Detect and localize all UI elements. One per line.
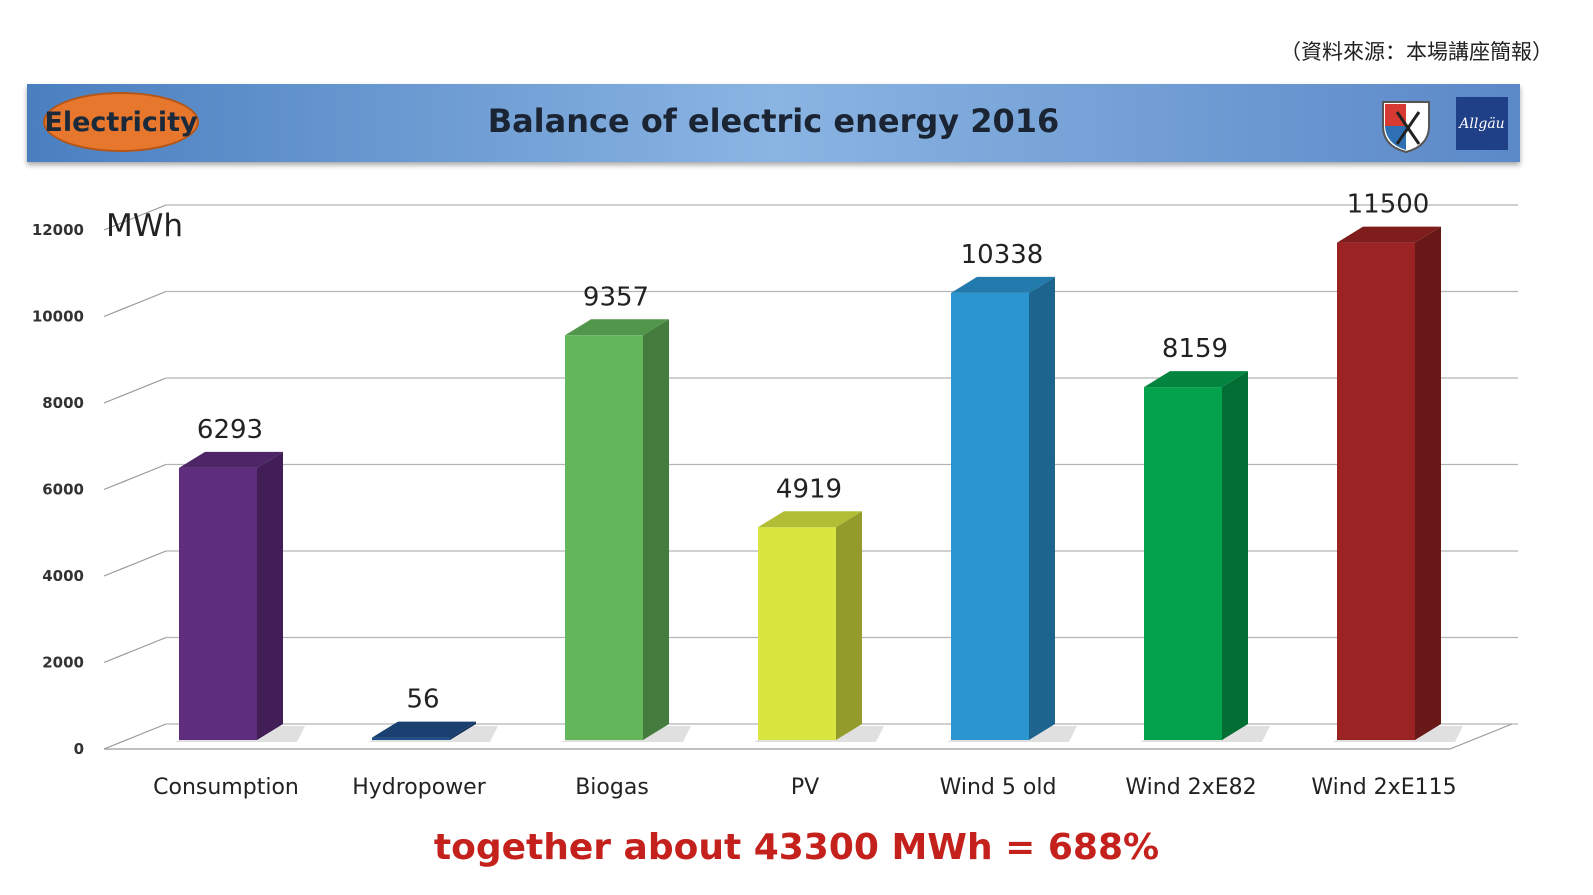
x-tick-label: Wind 2xE82	[1125, 775, 1256, 800]
x-tick-label: Wind 2xE115	[1311, 775, 1456, 800]
bar-side	[450, 721, 476, 740]
y-tick-label: 2000	[42, 654, 84, 672]
source-note: （資料來源：本場講座簡報）	[1280, 40, 1553, 64]
y-tick-label: 8000	[42, 394, 84, 412]
gridline-diagonal	[103, 290, 167, 318]
x-tick-label: Biogas	[575, 775, 649, 800]
data-label: 10338	[961, 240, 1044, 270]
footer-summary: together about 43300 MWh = 688%	[433, 827, 1160, 868]
y-tick-label: 6000	[42, 481, 84, 499]
bar	[1337, 242, 1415, 740]
y-tick-label: 4000	[42, 567, 84, 585]
gridline-diagonal	[103, 636, 167, 664]
chart-title: Balance of electric energy 2016	[487, 102, 1060, 140]
y-axis-unit-label: MWh	[106, 208, 183, 244]
y-tick-label: 12000	[32, 221, 84, 239]
bar	[1144, 387, 1222, 740]
bar	[565, 335, 643, 740]
bar-top	[1337, 226, 1441, 243]
bar-side	[836, 511, 862, 740]
gridline-diagonal	[103, 463, 167, 491]
bar-top	[951, 276, 1055, 293]
floor-edge-side	[1449, 723, 1513, 750]
data-label: 8159	[1162, 334, 1228, 364]
bar-top	[1144, 371, 1248, 388]
bar-side	[1415, 226, 1441, 740]
data-label: 56	[406, 685, 439, 715]
x-tick-label: Consumption	[153, 775, 299, 800]
bar-top	[565, 319, 669, 336]
y-tick-label: 10000	[32, 308, 84, 326]
x-tick-label: PV	[791, 775, 819, 800]
bar-side	[1029, 276, 1055, 740]
bar-top	[372, 721, 476, 738]
gridline-diagonal	[103, 550, 167, 577]
bar-side	[643, 319, 669, 740]
bar-chart: 0 2000 4000 6000 8000 10000 12000 6293 Consumpt…	[32, 190, 1518, 800]
gridline-diagonal	[103, 723, 167, 750]
bar	[179, 467, 257, 740]
data-label: 9357	[583, 282, 649, 312]
bar-side	[257, 451, 283, 740]
bar-side	[1222, 371, 1248, 740]
data-label: 4919	[776, 474, 842, 504]
header-band: Electricity Balance of electric energy 2…	[27, 84, 1520, 162]
y-tick-label: 0	[74, 740, 84, 758]
electricity-badge: Electricity	[43, 92, 199, 152]
bar	[951, 292, 1029, 740]
coat-of-arms-icon	[1382, 101, 1430, 154]
bar	[758, 527, 836, 740]
x-tick-label: Wind 5 old	[940, 775, 1057, 800]
gridline-diagonal	[103, 377, 167, 404]
data-label: 11500	[1347, 190, 1430, 220]
allgaeu-logo: Allgäu	[1456, 97, 1508, 150]
x-tick-label: Hydropower	[352, 775, 487, 800]
bar	[372, 737, 450, 740]
bar-top	[758, 511, 862, 528]
gridline-diagonal	[103, 204, 167, 231]
data-label: 6293	[197, 415, 263, 445]
bar-top	[179, 451, 283, 468]
